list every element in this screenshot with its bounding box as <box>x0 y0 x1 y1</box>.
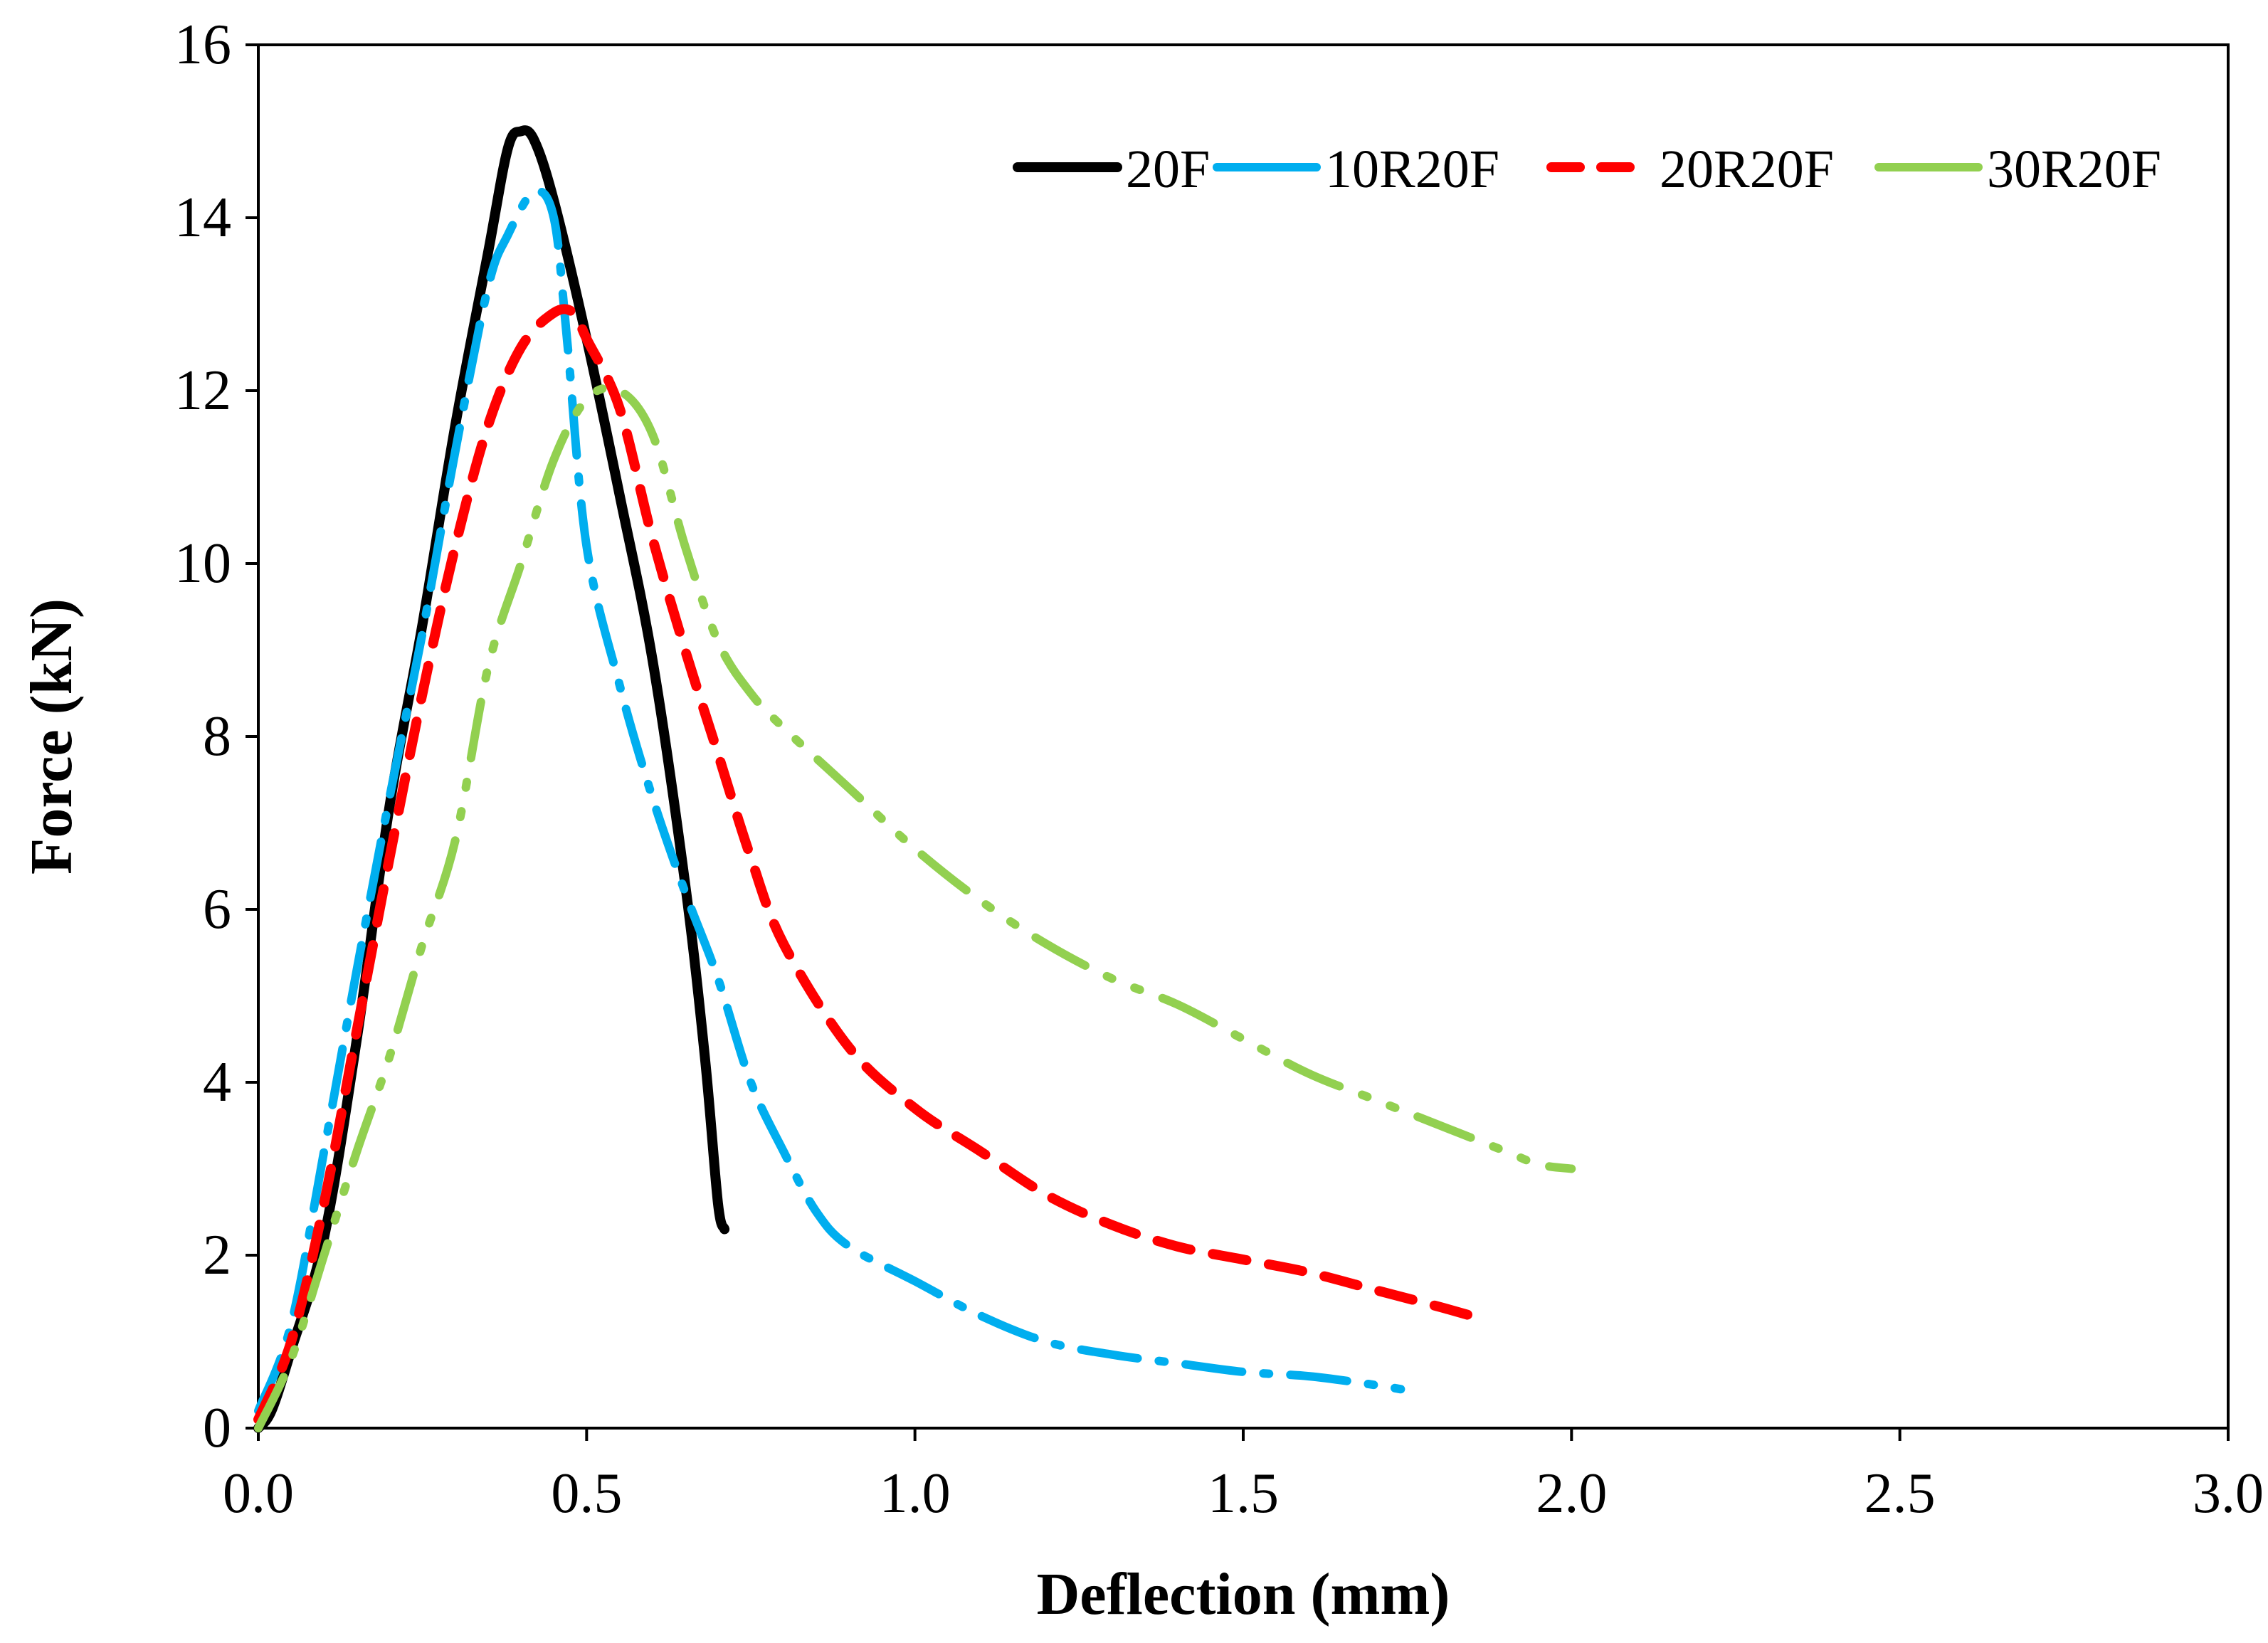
x-axis: 0.0 0.5 1.0 1.5 2.0 2.5 3.0 <box>223 1428 2264 1525</box>
x-tick-label: 3.0 <box>2193 1462 2264 1525</box>
x-axis-title: Deflection (mm) <box>1037 1561 1450 1627</box>
y-tick-label: 6 <box>203 878 231 941</box>
x-tick-label: 2.0 <box>1536 1462 1607 1525</box>
y-axis: 0 2 4 6 8 10 12 14 16 <box>174 14 258 1459</box>
y-tick-label: 0 <box>203 1397 231 1459</box>
x-tick-label: 1.0 <box>880 1462 951 1525</box>
x-tick-label: 0.0 <box>223 1462 294 1525</box>
x-tick-label: 1.5 <box>1208 1462 1279 1525</box>
legend-label-20R20F: 20R20F <box>1660 139 1834 199</box>
series-layer <box>253 125 1576 1433</box>
y-tick-label: 12 <box>174 359 231 422</box>
y-axis-title: Force (kN) <box>19 598 85 875</box>
legend-label-10R20F: 10R20F <box>1325 139 1499 199</box>
y-tick-label: 2 <box>203 1224 231 1287</box>
series-line-20F <box>253 125 730 1433</box>
y-tick-label: 4 <box>203 1051 231 1114</box>
y-tick-label: 8 <box>203 705 231 768</box>
x-tick-label: 0.5 <box>551 1462 622 1525</box>
y-tick-label: 16 <box>174 14 231 76</box>
y-tick-label: 10 <box>174 532 231 595</box>
y-tick-label: 14 <box>174 186 231 249</box>
series-line-10R20F <box>254 186 1405 1415</box>
legend-label-20F: 20F <box>1126 139 1210 199</box>
legend-label-30R20F: 30R20F <box>1987 139 2161 199</box>
series-line-30R20F <box>254 384 1576 1432</box>
x-tick-label: 2.5 <box>1864 1462 1936 1525</box>
series-line-20R20F <box>253 304 1492 1425</box>
legend: 20F 10R20F 20R20F 30R20F <box>1013 139 2161 199</box>
